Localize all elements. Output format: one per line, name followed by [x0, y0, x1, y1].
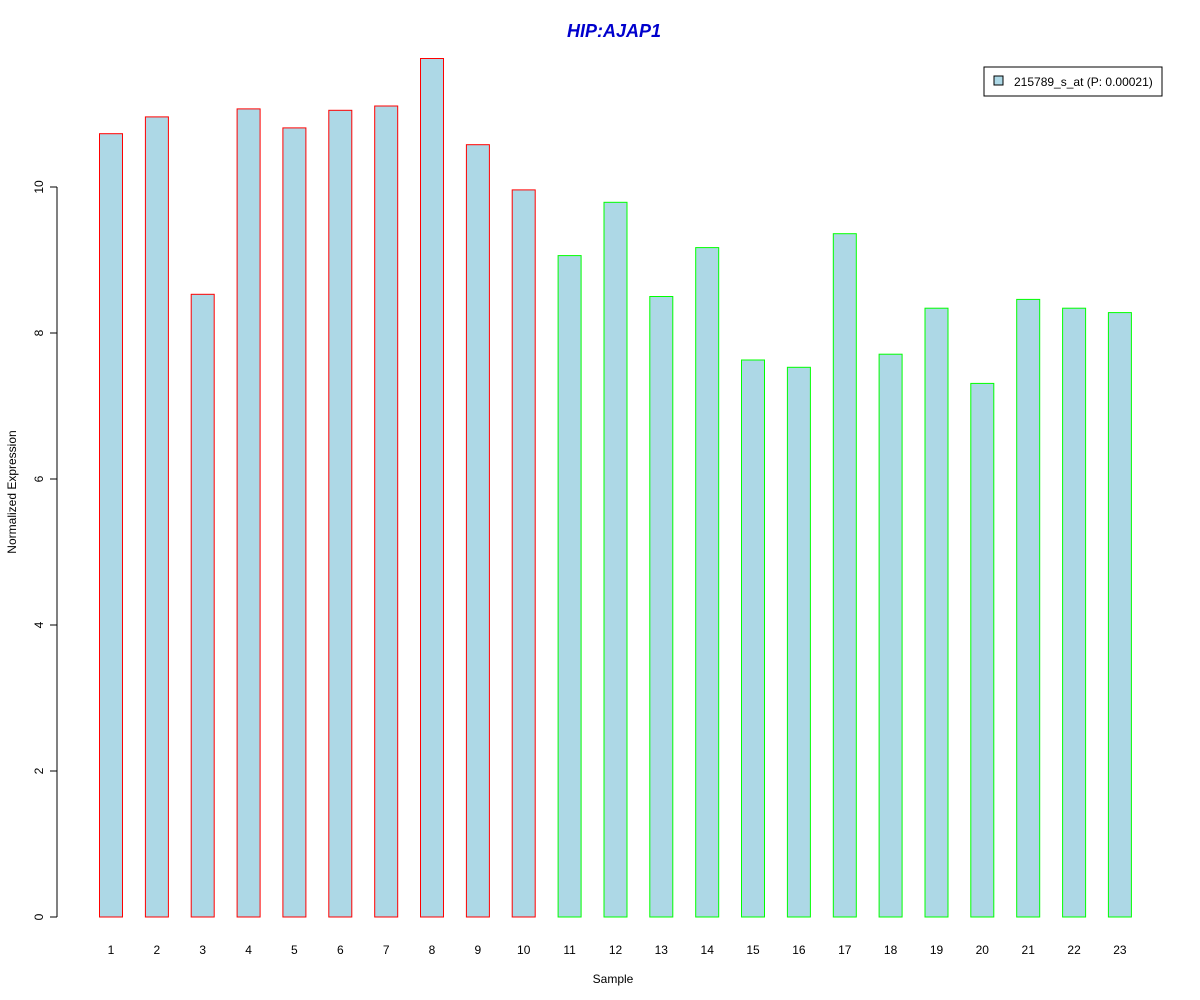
bar-sample-14 — [695, 247, 720, 918]
legend-label: 215789_s_at (P: 0.00021) — [1014, 75, 1153, 89]
bar-sample-19 — [924, 307, 949, 918]
bar-sample-18 — [878, 353, 903, 918]
x-axis-title: Sample — [593, 972, 634, 986]
y-axis-tick-label: 8 — [32, 329, 46, 336]
x-axis-tick-label: 5 — [291, 943, 298, 957]
x-axis-tick-label: 8 — [429, 943, 436, 957]
x-axis-tick-label: 14 — [701, 943, 715, 957]
x-axis-tick-label: 22 — [1067, 943, 1081, 957]
x-axis-tick-label: 1 — [108, 943, 115, 957]
bar-sample-3 — [190, 293, 215, 918]
bar-sample-9 — [465, 144, 490, 918]
y-axis-tick-label: 4 — [32, 621, 46, 628]
bar-sample-17 — [832, 233, 857, 918]
bar-sample-13 — [649, 296, 674, 918]
bar-sample-5 — [282, 127, 307, 918]
x-axis-tick-label: 11 — [563, 943, 576, 957]
chart-title: HIP:AJAP1 — [567, 21, 661, 41]
x-axis-tick-label: 21 — [1022, 943, 1036, 957]
y-axis-tick-label: 2 — [32, 767, 46, 774]
bar-sample-11 — [557, 255, 582, 918]
x-axis-tick-label: 13 — [655, 943, 669, 957]
x-axis-tick-labels: 1 2 3 4 5 6 7 8 9 10 11 12 13 14 15 16 17 18 19 20 21 22 23 — [108, 943, 1127, 957]
bar-sample-4 — [236, 108, 261, 918]
bar-sample-21 — [1016, 298, 1041, 918]
bar-sample-8 — [420, 58, 444, 918]
y-axis: 0 2 4 6 8 10 — [32, 180, 58, 920]
x-axis-tick-label: 12 — [609, 943, 623, 957]
x-axis-tick-label: 16 — [792, 943, 806, 957]
y-axis-title: Normalized Expression — [5, 430, 19, 553]
bar-sample-6 — [328, 109, 353, 918]
legend-swatch — [993, 75, 1004, 86]
bars — [99, 58, 1132, 918]
bar-sample-10 — [511, 189, 536, 918]
y-axis-tick-label: 0 — [32, 913, 46, 920]
x-axis-tick-label: 19 — [930, 943, 944, 957]
bar-sample-23 — [1107, 312, 1132, 918]
bar-sample-7 — [374, 105, 399, 918]
legend: 215789_s_at (P: 0.00021) — [983, 66, 1163, 97]
bar-sample-22 — [1062, 307, 1087, 918]
x-axis-tick-label: 20 — [976, 943, 990, 957]
bar-sample-12 — [603, 201, 628, 918]
x-axis-tick-label: 2 — [154, 943, 161, 957]
x-axis-tick-label: 7 — [383, 943, 390, 957]
x-axis-tick-label: 10 — [517, 943, 531, 957]
y-axis-tick-label: 6 — [32, 475, 46, 482]
bar-sample-20 — [970, 382, 995, 918]
x-axis-tick-label: 6 — [337, 943, 344, 957]
x-axis-tick-label: 9 — [475, 943, 482, 957]
legend-box — [983, 66, 1163, 97]
bar-sample-1 — [99, 133, 123, 918]
y-axis-tick-label: 10 — [32, 180, 46, 194]
bar-sample-16 — [786, 366, 811, 918]
bar-sample-2 — [144, 116, 169, 918]
x-axis-tick-label: 4 — [245, 943, 252, 957]
x-axis-tick-label: 18 — [884, 943, 898, 957]
x-axis-tick-label: 15 — [746, 943, 760, 957]
x-axis-tick-label: 23 — [1113, 943, 1127, 957]
x-axis-tick-label: 3 — [199, 943, 206, 957]
x-axis-tick-label: 17 — [838, 943, 852, 957]
bar-sample-15 — [741, 359, 765, 918]
